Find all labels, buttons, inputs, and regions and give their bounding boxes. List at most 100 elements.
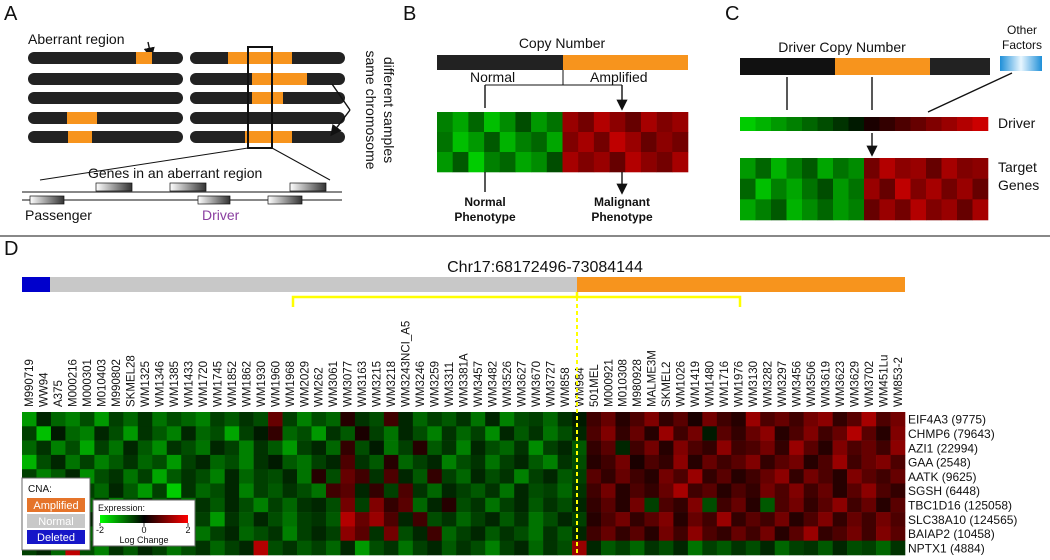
heatmap-cell xyxy=(282,454,298,470)
sample-label: WM1852 xyxy=(227,361,239,407)
annotation: Normal xyxy=(470,69,515,85)
heatmap-cell xyxy=(499,440,515,456)
heatmap-cell xyxy=(354,440,370,456)
heatmap-cell xyxy=(311,440,327,456)
heatmap-cell xyxy=(297,483,312,499)
heatmap-cell xyxy=(456,512,472,527)
heatmap-cell xyxy=(586,526,602,541)
heatmap-cell xyxy=(485,512,500,527)
heatmap-cell xyxy=(470,526,486,541)
sample-label: WM1385 xyxy=(169,361,181,407)
heatmap-cell xyxy=(354,526,370,541)
heatmap-cell xyxy=(615,512,631,527)
heatmap-cell xyxy=(543,440,558,456)
heatmap-cell xyxy=(470,454,486,470)
heatmap-cell xyxy=(325,526,341,541)
heatmap-cell xyxy=(702,526,718,541)
heatmap-cell xyxy=(297,497,312,513)
heatmap-cell xyxy=(890,512,906,527)
heatmap-cell xyxy=(803,526,819,541)
heatmap-cell xyxy=(412,540,428,556)
gene-label: EIF4A3 (9775) xyxy=(908,413,986,427)
heatmap-cell xyxy=(152,440,168,456)
heatmap-cell xyxy=(499,152,516,173)
heatmap-cell xyxy=(514,540,529,556)
heatmap-cell xyxy=(586,454,602,470)
heatmap-cell xyxy=(789,526,804,541)
heatmap-cell xyxy=(658,497,674,513)
heatmap-cell xyxy=(22,426,37,441)
panel-b: B Copy Number Normal Amplified Normal Ph… xyxy=(403,3,689,224)
heatmap-cell xyxy=(716,440,732,456)
annotation: Genes in an aberrant region xyxy=(88,165,262,181)
heatmap-cell xyxy=(615,469,631,484)
heatmap-cell xyxy=(578,112,595,133)
heatmap-cell xyxy=(848,178,865,200)
heatmap-cell xyxy=(543,469,558,484)
heatmap-cell xyxy=(848,199,865,221)
heatmap-cell xyxy=(427,454,443,470)
legend-item: Normal xyxy=(38,516,73,528)
heatmap-cell xyxy=(398,526,414,541)
heatmap-cell xyxy=(253,440,269,456)
heatmap-cell xyxy=(789,454,804,470)
heatmap-cell xyxy=(195,512,211,527)
heatmap-cell xyxy=(687,454,703,470)
phenotype-label: Normal xyxy=(464,195,505,209)
sample-label: WM3297 xyxy=(777,361,789,407)
heatmap-cell xyxy=(485,440,500,456)
heatmap-cell xyxy=(253,512,269,527)
heatmap-cell xyxy=(774,497,790,513)
heatmap-cell xyxy=(456,412,472,427)
heatmap-cell xyxy=(427,540,443,556)
heatmap-cell xyxy=(818,512,833,527)
gene-label: AZI1 (22994) xyxy=(908,441,978,455)
heatmap-cell xyxy=(50,412,66,427)
heatmap-cell xyxy=(325,454,341,470)
heatmap-cell xyxy=(515,152,532,173)
heatmap-cell xyxy=(774,412,790,427)
heatmap-cell xyxy=(514,440,529,456)
heatmap-cell xyxy=(745,426,761,441)
heatmap-cell xyxy=(644,469,660,484)
sample-label: WM3456 xyxy=(791,361,803,407)
heatmap-cell xyxy=(895,199,911,221)
heatmap-cell xyxy=(181,412,197,427)
heatmap-cell xyxy=(268,497,283,513)
heatmap-cell xyxy=(731,454,747,470)
heatmap-cell xyxy=(470,512,486,527)
sample-label: M000921 xyxy=(603,359,615,407)
heatmap-cell xyxy=(572,512,587,527)
sample-label: WM3246 xyxy=(415,361,427,407)
heatmap-cell xyxy=(36,426,52,441)
heatmap-cell xyxy=(528,454,544,470)
heatmap-cell xyxy=(625,132,642,153)
gene-label: AATK (9625) xyxy=(908,470,976,484)
heatmap-cell xyxy=(398,512,414,527)
heatmap-cell xyxy=(803,483,819,499)
heatmap-cell xyxy=(941,199,958,221)
heatmap-cell xyxy=(65,412,81,427)
heatmap-cell xyxy=(745,512,761,527)
heatmap-cell xyxy=(789,426,804,441)
heatmap-cell xyxy=(644,526,660,541)
heatmap-cell xyxy=(740,199,756,221)
heatmap-cell xyxy=(268,540,283,556)
heatmap-cell xyxy=(528,483,544,499)
heatmap-cell xyxy=(210,469,225,484)
heatmap-cell xyxy=(514,454,529,470)
annotation: Factors xyxy=(1002,38,1042,52)
heatmap-cell xyxy=(253,483,269,499)
heatmap-cell xyxy=(687,412,703,427)
heatmap-cell xyxy=(412,412,428,427)
heatmap-cell xyxy=(731,526,747,541)
heatmap-cell xyxy=(864,178,880,200)
heatmap-cell xyxy=(224,483,240,499)
heatmap-cell xyxy=(79,412,95,427)
heatmap-cell xyxy=(941,158,958,179)
heatmap-cell xyxy=(572,497,587,513)
chromosomes xyxy=(28,46,345,149)
gene-label: GAA (2548) xyxy=(908,456,971,470)
heatmap-cell xyxy=(557,469,573,484)
heatmap-cell xyxy=(572,412,587,427)
